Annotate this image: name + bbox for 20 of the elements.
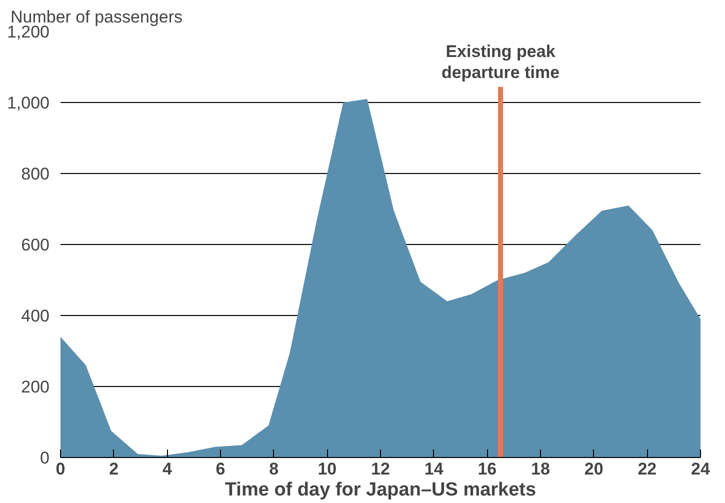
y-tick-label: 600 [21, 236, 50, 254]
x-tick-label: 0 [56, 460, 66, 478]
x-tick-label: 4 [162, 460, 172, 478]
x-tick-label: 16 [478, 460, 497, 478]
x-tick-label: 6 [216, 460, 226, 478]
x-tick-label: 20 [584, 460, 604, 478]
y-tick-label: 800 [21, 164, 50, 184]
x-tick-label: 12 [371, 460, 390, 478]
x-axis-title: Time of day for Japan–US markets [224, 480, 536, 500]
x-tick-label: 24 [691, 460, 710, 478]
x-tick-label: 2 [109, 460, 119, 478]
ref-line-label: Existing peak departure time [441, 42, 560, 82]
y-tick-label: 1,000 [6, 94, 50, 112]
x-tick-label: 10 [318, 460, 337, 478]
x-tick-label: 14 [424, 460, 444, 478]
x-tick-label: 8 [269, 460, 279, 478]
y-tick-label: 400 [21, 306, 50, 326]
x-tick-label: 18 [531, 460, 550, 478]
x-tick-label: 22 [638, 460, 657, 478]
y-tick-label: 200 [21, 378, 50, 396]
